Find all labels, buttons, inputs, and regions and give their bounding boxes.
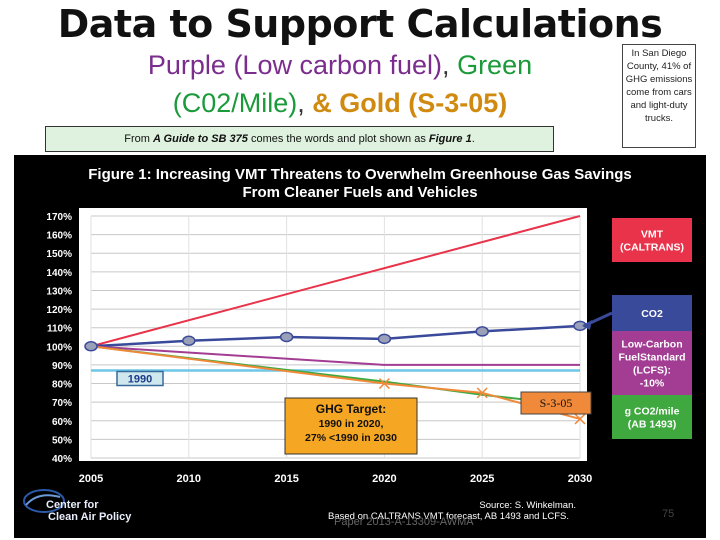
legend-lcfs-label: (LCFS): bbox=[633, 365, 671, 377]
logo-globe-icon bbox=[23, 489, 65, 513]
series-lcfs-line bbox=[90, 345, 580, 366]
y-tick-label: 90% bbox=[52, 361, 72, 372]
ghg-target-text: 27% <1990 in 2030 bbox=[305, 432, 397, 444]
source-text: Source: S. Winkelman. bbox=[479, 500, 576, 511]
ghg-target-text: 1990 in 2020, bbox=[319, 418, 384, 430]
y-tick-label: 70% bbox=[52, 398, 72, 409]
slide-title: Data to Support Calculations bbox=[57, 2, 663, 46]
y-tick-label: 60% bbox=[52, 417, 72, 428]
y-tick-label: 80% bbox=[52, 380, 72, 391]
y-tick-label: 40% bbox=[52, 454, 72, 465]
subtitle-sep-2: , bbox=[297, 88, 313, 118]
legend-lcfs-label: FuelStandard bbox=[618, 352, 685, 364]
legend-gco2-box bbox=[612, 395, 692, 439]
y-tick-label: 160% bbox=[46, 231, 72, 242]
logo-text: Center for bbox=[46, 499, 99, 511]
s305-label-box bbox=[520, 391, 592, 415]
legend-vmt-label: (CALTRANS) bbox=[620, 242, 684, 254]
legend-vmt-label: VMT bbox=[641, 229, 664, 241]
co2-point bbox=[279, 331, 294, 343]
ghg-target-text: GHG Target: bbox=[316, 402, 386, 416]
s305-label: S-3-05 bbox=[540, 396, 573, 410]
caption-pre: From bbox=[124, 133, 153, 145]
y-tick-label: 170% bbox=[46, 212, 72, 223]
caption-ref: A Guide to SB 375 bbox=[152, 133, 248, 145]
source-text: Based on CALTRANS VMT forecast, AB 1493 … bbox=[328, 511, 569, 522]
y-tick-label: 110% bbox=[47, 324, 72, 335]
s305-point bbox=[378, 378, 390, 390]
co2-point bbox=[182, 335, 196, 346]
subtitle-sep-1: , bbox=[442, 50, 458, 80]
y-axis-ticks: 170% 160% 150% 140% 130% 120% 110% 100% 90% 80% 70… bbox=[46, 212, 72, 465]
subtitle-green: Green bbox=[457, 50, 533, 80]
y-tick-label: 150% bbox=[46, 249, 72, 260]
legend-gco2-label: (AB 1493) bbox=[628, 419, 676, 431]
subtitle-purple: Purple (Low carbon fuel) bbox=[147, 50, 443, 80]
legend-lcfs-label: -10% bbox=[640, 378, 665, 390]
y-tick-label: 140% bbox=[46, 268, 72, 279]
legend-co2-label: CO2 bbox=[641, 308, 663, 320]
subtitle-gold: & Gold (S-3-05) bbox=[312, 88, 508, 118]
baseline-1990-box bbox=[116, 370, 164, 387]
slide-subtitle: Purple (Low carbon fuel), Green (C02/Mil… bbox=[60, 46, 620, 122]
subtitle-green-2: (C02/Mile) bbox=[172, 88, 298, 118]
legend-lcfs-box bbox=[612, 331, 692, 395]
caption-mid: comes the words and plot shown as bbox=[247, 133, 429, 145]
annotations: S-3-05 GHG Target: 1990 in 2020, 27% <1990 … bbox=[23, 391, 592, 523]
legend-co2-box bbox=[612, 295, 692, 331]
s305-point bbox=[476, 387, 488, 399]
co2-arrow-head bbox=[582, 319, 592, 330]
logo-text: Clean Air Policy bbox=[48, 511, 132, 523]
figure-caption: From A Guide to SB 375 comes the words a… bbox=[45, 126, 554, 152]
legend: VMT(CALTRANS) CO2 Low-CarbonFuelStandard(L… bbox=[582, 218, 692, 439]
co2-point bbox=[84, 341, 98, 352]
y-tick-label: 130% bbox=[46, 286, 72, 297]
figure-chart: Figure 1: Increasing VMT Threatens to Ov… bbox=[14, 155, 706, 538]
x-tick-label: 2015 bbox=[274, 473, 298, 485]
co2-point bbox=[377, 333, 392, 345]
y-tick-label: 100% bbox=[46, 342, 72, 353]
figure-title-line-1: Figure 1: Increasing VMT Threatens to Ov… bbox=[88, 166, 632, 183]
side-note: In San Diego County, 41% of GHG emission… bbox=[622, 44, 696, 148]
s305-point bbox=[574, 413, 586, 425]
series-lines: 1990 bbox=[84, 215, 587, 425]
legend-vmt-box bbox=[612, 218, 692, 262]
series-vmt-line bbox=[90, 215, 581, 348]
legend-gco2-label: g CO2/mile bbox=[625, 406, 680, 418]
figure-title-line-2: From Cleaner Fuels and Vehicles bbox=[242, 184, 477, 201]
caption-fig: Figure 1 bbox=[428, 133, 472, 145]
x-tick-label: 2005 bbox=[79, 473, 103, 485]
co2-point bbox=[475, 326, 489, 337]
baseline-1990-label: 1990 bbox=[128, 374, 152, 386]
x-tick-label: 2025 bbox=[470, 473, 494, 485]
y-tick-label: 50% bbox=[52, 435, 72, 446]
x-tick-label: 2020 bbox=[372, 473, 396, 485]
y-tick-label: 120% bbox=[46, 305, 72, 316]
paper-reference: Paper 2013-A-13309-AWMA bbox=[334, 516, 474, 528]
page-number: 75 bbox=[662, 508, 675, 520]
ghg-target-box bbox=[284, 397, 418, 455]
x-axis-ticks: 2005 2010 2015 2020 2025 2030 bbox=[79, 473, 592, 485]
caption-end: . bbox=[471, 133, 475, 145]
series-co2-line bbox=[90, 324, 581, 348]
x-tick-label: 2030 bbox=[568, 473, 592, 485]
logo-swoosh-icon bbox=[25, 494, 61, 506]
x-tick-label: 2010 bbox=[177, 473, 201, 485]
legend-lcfs-label: Low-Carbon bbox=[621, 339, 682, 351]
